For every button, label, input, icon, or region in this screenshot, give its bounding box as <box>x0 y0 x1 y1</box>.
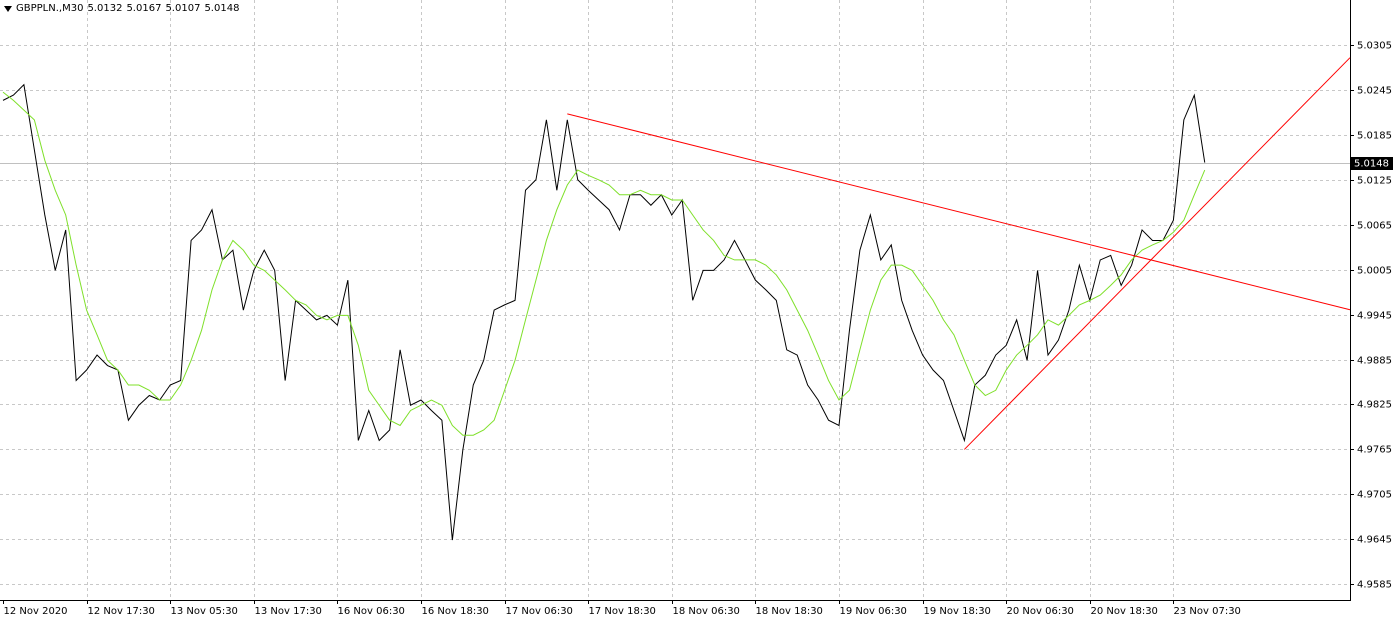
trendline <box>964 57 1351 450</box>
chart-header: GBPPLN.,M30 5.0132 5.0167 5.0107 5.0148 <box>4 3 239 14</box>
y-tick-label: 5.0005 <box>1357 266 1392 277</box>
x-tick-label: 16 Nov 18:30 <box>422 606 489 617</box>
x-tick-label: 13 Nov 05:30 <box>171 606 238 617</box>
price-label-box <box>1351 157 1393 170</box>
y-tick-label: 5.0245 <box>1357 86 1392 97</box>
y-tick-label: 4.9765 <box>1357 445 1392 456</box>
y-tick-label: 5.0185 <box>1357 131 1392 142</box>
x-tick-label: 23 Nov 07:30 <box>1174 606 1241 617</box>
x-tick-label: 18 Nov 18:30 <box>756 606 823 617</box>
y-tick-label: 4.9825 <box>1357 400 1392 411</box>
x-tick-label: 17 Nov 06:30 <box>506 606 573 617</box>
y-tick-label: 4.9585 <box>1357 580 1392 591</box>
x-tick-label: 12 Nov 17:30 <box>88 606 155 617</box>
x-tick-label: 19 Nov 18:30 <box>924 606 991 617</box>
low-price: 5.0107 <box>165 3 201 14</box>
price-series <box>2 83 1206 541</box>
x-tick-label: 13 Nov 17:30 <box>255 606 322 617</box>
y-tick-label: 4.9705 <box>1357 490 1392 501</box>
y-tick-label: 4.9885 <box>1357 356 1392 367</box>
close-price: 5.0148 <box>204 3 240 14</box>
high-price: 5.0167 <box>126 3 162 14</box>
x-tick-label: 16 Nov 06:30 <box>338 606 405 617</box>
x-tick-label: 19 Nov 06:30 <box>840 606 907 617</box>
y-tick-label: 4.9645 <box>1357 535 1392 546</box>
x-tick-label: 17 Nov 18:30 <box>589 606 656 617</box>
y-tick-label: 4.9945 <box>1357 311 1392 322</box>
header-triangle <box>4 5 12 12</box>
open-price: 5.0132 <box>87 3 123 14</box>
x-tick-label: 12 Nov 2020 <box>4 606 68 617</box>
x-tick-label: 20 Nov 18:30 <box>1091 606 1158 617</box>
trendline <box>567 113 1351 311</box>
y-tick-label: 5.0065 <box>1357 221 1392 232</box>
price-label: 5.0148 <box>1354 159 1389 170</box>
symbol-title: GBPPLN.,M30 <box>16 3 84 14</box>
x-tick-label: 20 Nov 06:30 <box>1007 606 1074 617</box>
price-series <box>2 91 1206 436</box>
y-tick-label: 5.0305 <box>1357 41 1392 52</box>
x-tick-label: 18 Nov 06:30 <box>673 606 740 617</box>
y-tick-label: 5.0125 <box>1357 176 1392 187</box>
